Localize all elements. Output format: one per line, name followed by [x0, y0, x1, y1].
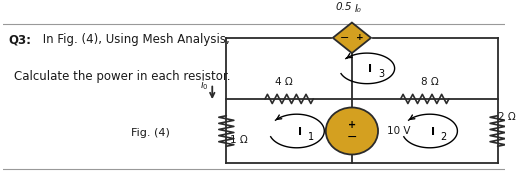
Text: $i_0$: $i_0$ [200, 78, 209, 92]
Text: 0.5: 0.5 [336, 2, 352, 12]
Text: 3: 3 [378, 69, 384, 79]
Text: 2: 2 [441, 132, 447, 142]
Text: 8 Ω: 8 Ω [421, 77, 439, 87]
Text: In Fig. (4), Using Mesh Analysis,: In Fig. (4), Using Mesh Analysis, [39, 33, 229, 46]
Text: −: − [340, 33, 349, 43]
Text: −: − [347, 131, 357, 144]
Polygon shape [333, 23, 371, 53]
Text: 10 V: 10 V [387, 126, 411, 136]
Text: +: + [356, 33, 363, 42]
Text: Fig. (4): Fig. (4) [131, 128, 170, 138]
Text: Q3:: Q3: [9, 33, 32, 46]
Text: $\mathbf{I}$: $\mathbf{I}$ [430, 125, 435, 137]
Text: 2 Ω: 2 Ω [498, 112, 515, 122]
Text: 4 Ω: 4 Ω [275, 77, 293, 87]
Text: $\mathbf{I}$: $\mathbf{I}$ [367, 62, 372, 74]
Ellipse shape [326, 107, 378, 155]
Text: Calculate the power in each resistor.: Calculate the power in each resistor. [14, 70, 231, 83]
Text: 1: 1 [308, 132, 314, 142]
Text: 1 Ω: 1 Ω [230, 135, 248, 145]
Text: $\mathbf{I}$: $\mathbf{I}$ [297, 125, 301, 137]
Text: I₀: I₀ [354, 4, 361, 14]
Text: +: + [348, 120, 356, 130]
